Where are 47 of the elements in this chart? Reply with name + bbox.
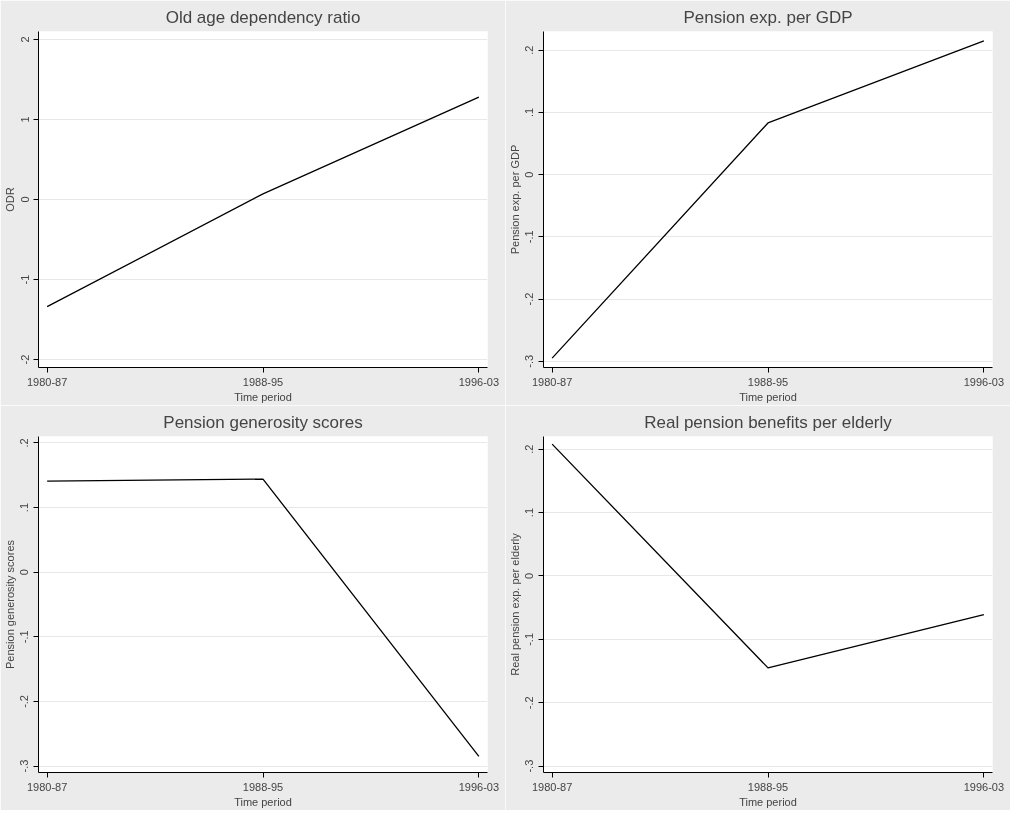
y-tick-label: .2 xyxy=(18,438,31,448)
y-tick-label: -.1 xyxy=(523,632,536,646)
x-tick-label: 1980-87 xyxy=(531,780,573,793)
x-tick-label: 1996-03 xyxy=(963,375,1005,388)
y-tick-label: -.1 xyxy=(18,630,31,644)
y-tick-label: 0 xyxy=(523,572,536,580)
y-tick-label: -1 xyxy=(18,274,31,285)
y-tick-label: 0 xyxy=(523,171,536,178)
y-tick-label: -.2 xyxy=(18,695,31,708)
x-tick-label: 1988-95 xyxy=(747,780,789,793)
x-axis-title: Time period xyxy=(234,795,292,808)
x-tick-label: 1988-95 xyxy=(242,780,284,793)
x-tick-label: 1988-95 xyxy=(242,375,284,388)
x-tick-label: 1980-87 xyxy=(26,375,68,388)
x-tick-label: 1980-87 xyxy=(26,780,68,793)
y-tick-label: .2 xyxy=(523,45,536,55)
y-axis-title: Pension generosity scores xyxy=(3,539,16,670)
x-tick-label: 1980-87 xyxy=(531,375,573,388)
y-axis-title: Real pension exp. per elderly xyxy=(508,532,521,676)
y-tick-label: -.2 xyxy=(523,292,536,306)
y-tick-label: -2 xyxy=(18,354,31,365)
y-tick-label: -.2 xyxy=(523,696,536,710)
x-axis-title: Time period xyxy=(739,795,797,808)
x-tick-label: 1996-03 xyxy=(458,780,500,793)
y-tick-label: -.1 xyxy=(523,230,536,244)
chart-title: Real pension benefits per elderly xyxy=(644,412,893,432)
x-axis-title: Time period xyxy=(739,390,797,403)
y-tick-label: .1 xyxy=(523,107,536,117)
y-tick-label: 0 xyxy=(18,569,31,576)
y-axis-title: ODR xyxy=(3,187,16,212)
y-tick-label: .1 xyxy=(523,507,536,518)
y-tick-label: 0 xyxy=(18,196,31,203)
chart-title: Old age dependency ratio xyxy=(165,7,361,27)
chart-title: Pension generosity scores xyxy=(163,412,363,432)
y-tick-label: -.3 xyxy=(18,759,31,773)
x-axis-title: Time period xyxy=(234,390,292,403)
y-tick-label: .1 xyxy=(18,502,31,513)
y-tick-label: -.3 xyxy=(523,354,536,368)
chart-title: Pension exp. per GDP xyxy=(683,7,853,27)
y-tick-label: -.3 xyxy=(523,759,536,773)
x-tick-label: 1996-03 xyxy=(963,780,1005,793)
y-tick-label: 1 xyxy=(18,116,31,123)
x-tick-label: 1988-95 xyxy=(747,375,789,388)
y-axis-title: Pension exp. per GDP xyxy=(508,144,521,255)
y-tick-label: .2 xyxy=(523,444,536,454)
y-tick-label: 2 xyxy=(18,36,31,43)
x-tick-label: 1996-03 xyxy=(458,375,500,388)
